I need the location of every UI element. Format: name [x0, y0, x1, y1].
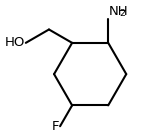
Text: HO: HO: [4, 36, 25, 49]
Text: NH: NH: [109, 5, 128, 18]
Text: 2: 2: [119, 9, 125, 18]
Text: F: F: [52, 120, 59, 133]
